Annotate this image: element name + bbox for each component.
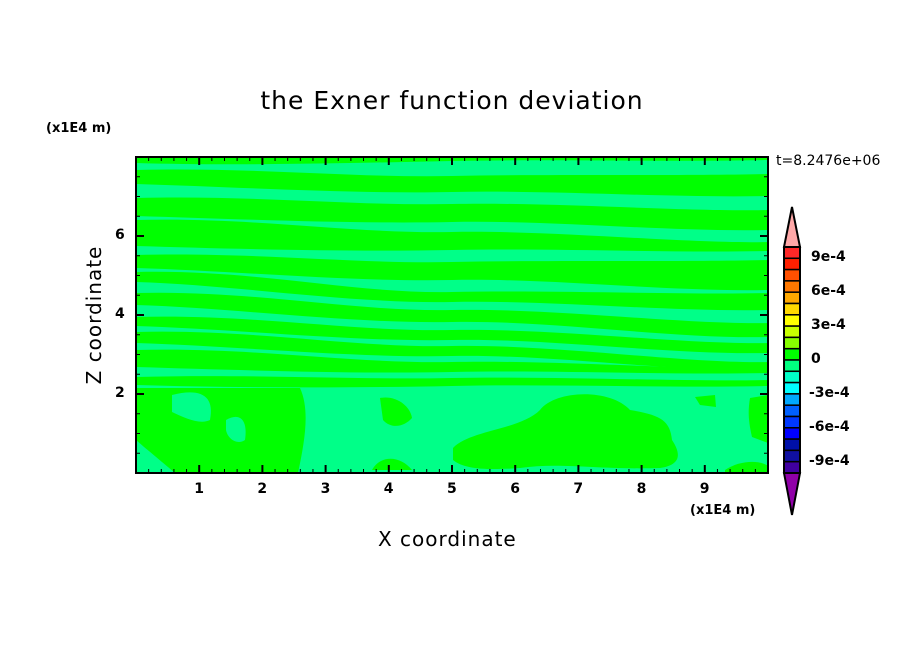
colorbar [782,206,802,516]
colorbar-box [783,449,801,463]
positive-band [136,254,768,291]
positive-blob [695,395,716,407]
y-tick-label: 4 [115,306,125,322]
colorbar-tick-label: 3e-4 [811,317,846,334]
colorbar-box [783,393,801,406]
negative-hole [172,392,211,422]
colorbar-tick-label: -6e-4 [809,418,850,435]
time-label: t=8.2476e+06 [776,153,881,169]
y-tick-label: 2 [115,385,125,401]
plot-axes [135,156,769,474]
colorbar-box [783,302,801,316]
colorbar-box [783,381,801,395]
x-tick-label: 4 [383,481,394,497]
colorbar-tick-label: 9e-4 [811,249,846,266]
colorbar-under-triangle [782,472,802,516]
positive-band [136,292,768,338]
positive-band [136,219,768,252]
positive-blob [136,388,306,473]
positive-band [136,271,768,311]
colorbar-box [783,460,801,474]
colorbar-box [783,370,801,384]
colorbar-box [783,438,801,452]
colorbar-tick-label: -3e-4 [809,384,850,401]
colorbar-tick-label: 0 [811,351,821,367]
colorbar-box [783,268,801,282]
colorbar-box [783,314,801,327]
positive-blob [725,461,768,473]
x-tick-label: 2 [257,481,268,497]
colorbar-over-triangle [782,206,802,248]
colorbar-box [783,347,801,361]
x-tick-label: 9 [699,481,710,497]
positive-band [136,331,768,371]
x-tick-label: 6 [510,481,520,497]
positive-blob [453,394,678,470]
colorbar-box [783,246,801,260]
colorbar-box [783,280,801,293]
positive-blob [748,395,768,443]
x-unit-label: (x1E4 m) [690,503,756,518]
colorbar-tick-label: 6e-4 [811,283,846,300]
y-tick-label: 6 [115,227,125,243]
x-tick-label: 8 [636,481,647,497]
positive-band [136,349,768,374]
colorbar-tick-label: -9e-4 [809,452,850,469]
negative-hole [226,416,246,442]
colorbar-box [783,291,801,305]
colorbar-box [783,415,801,429]
x-tick-label: 7 [573,481,584,497]
positive-band [136,376,768,388]
chart-title: the Exner function deviation [260,86,644,115]
x-tick-label: 5 [447,481,457,497]
x-tick-label: 1 [194,481,204,497]
positive-band [136,316,768,354]
colorbar-box [783,325,801,339]
colorbar-box [783,359,801,373]
positive-blob [380,397,412,426]
colorbar-frame [783,246,801,474]
colorbar-box [783,257,801,271]
x-tick-label: 3 [320,481,331,497]
positive-band [136,169,768,197]
colorbar-box [783,427,801,440]
contour-field [136,156,768,473]
colorbar-box [783,404,801,418]
positive-blob [372,458,412,470]
y-unit-label: (x1E4 m) [46,121,112,136]
positive-band [136,197,768,231]
colorbar-box [783,336,801,350]
x-axis-label: X coordinate [378,527,517,551]
